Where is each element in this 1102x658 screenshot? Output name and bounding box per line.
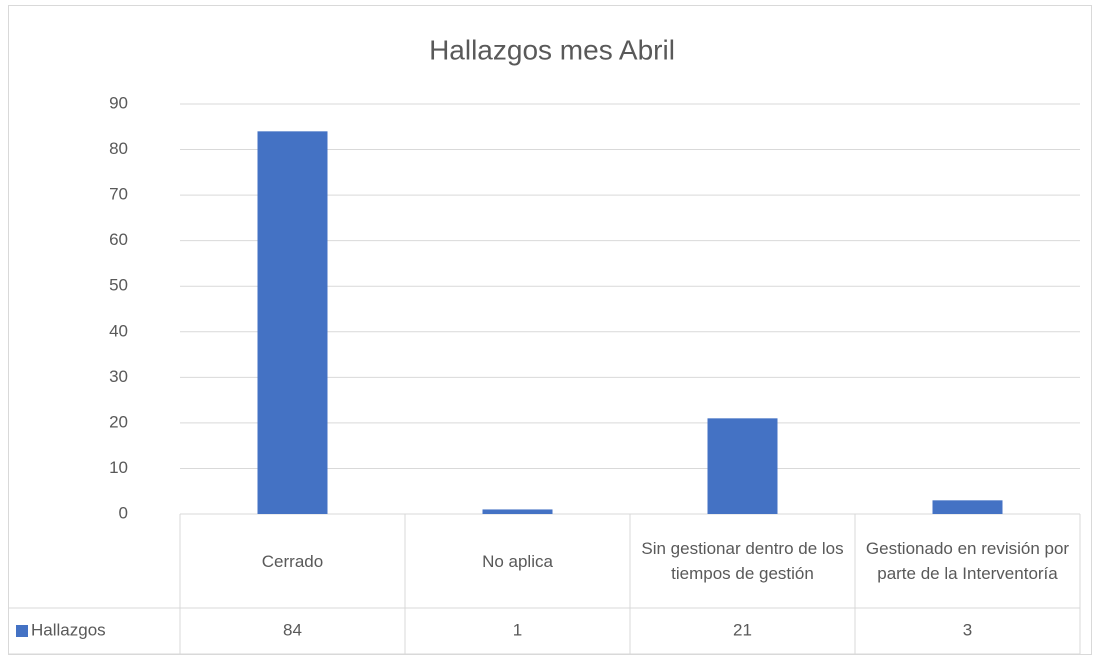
bar xyxy=(707,418,778,514)
x-tick-label-box: Sin gestionar dentro de los tiempos de g… xyxy=(641,539,844,583)
x-tick-label-box: Gestionado en revisión por parte de la I… xyxy=(865,539,1070,583)
table-value: 21 xyxy=(733,620,752,639)
table-value: 3 xyxy=(963,620,972,639)
x-tick-label-box: No aplica xyxy=(482,551,553,571)
y-tick-label: 70 xyxy=(109,185,128,204)
bar xyxy=(482,509,553,514)
chart-title: Hallazgos mes Abril xyxy=(429,34,675,65)
y-tick-label: 80 xyxy=(109,139,128,158)
legend-swatch xyxy=(16,625,28,637)
y-tick-label: 40 xyxy=(109,321,128,340)
bar xyxy=(257,131,328,515)
y-tick-label: 20 xyxy=(109,412,128,431)
table-value: 1 xyxy=(513,620,522,639)
y-tick-label: 90 xyxy=(109,93,128,112)
bar xyxy=(932,500,1003,514)
legend-label: Hallazgos xyxy=(31,620,106,639)
x-tick-label: Gestionado en revisión por parte de la I… xyxy=(865,539,1070,583)
x-tick-label-box: Cerrado xyxy=(261,551,324,571)
x-tick-label: No aplica xyxy=(482,551,553,571)
y-tick-label: 30 xyxy=(109,367,128,386)
y-tick-label: 0 xyxy=(119,503,128,522)
x-tick-label: Cerrado xyxy=(261,551,324,571)
y-tick-label: 60 xyxy=(109,230,128,249)
x-tick-label: Sin gestionar dentro de los tiempos de g… xyxy=(641,539,844,583)
chart-border xyxy=(8,5,1092,655)
y-tick-label: 50 xyxy=(109,276,128,295)
table-value: 84 xyxy=(283,620,302,639)
y-tick-label: 10 xyxy=(109,458,128,477)
